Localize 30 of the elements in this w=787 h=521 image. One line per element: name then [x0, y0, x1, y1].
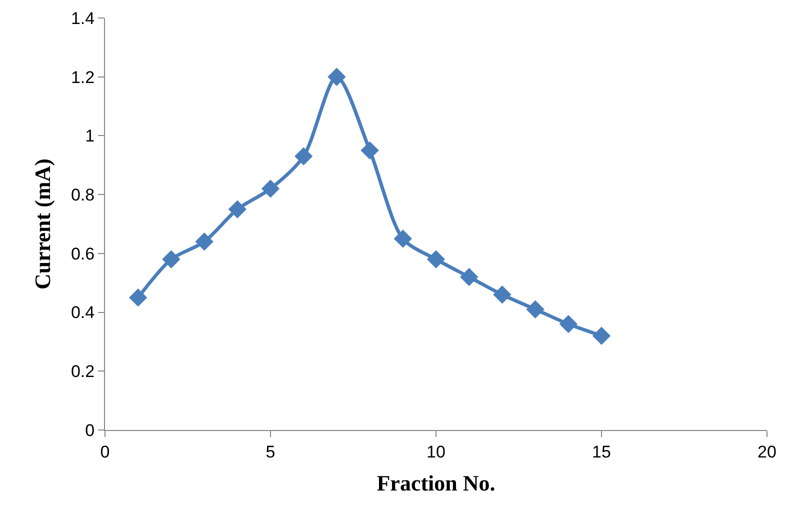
y-tick-label: 1: [85, 126, 95, 146]
y-tick-label: 0.8: [70, 186, 95, 205]
x-tick-label: 15: [592, 442, 611, 462]
y-tick-label: 0.6: [70, 244, 95, 264]
y-tick-label: 1.4: [70, 8, 95, 28]
y-tick-label: 0.4: [70, 303, 95, 322]
point: [162, 250, 180, 268]
point: [360, 141, 379, 160]
y-tick-label: 0.2: [70, 362, 95, 382]
point: [129, 288, 148, 307]
point: [493, 286, 512, 304]
x-tick-label: 0: [100, 442, 110, 462]
x-tick-label: 10: [426, 442, 446, 462]
point: [294, 147, 313, 166]
y-tick-label: 0: [85, 420, 95, 440]
x-axis-title: Fraction No.: [376, 470, 496, 496]
x-tick-label: 5: [266, 442, 276, 462]
point: [195, 232, 214, 251]
point: [526, 300, 544, 318]
point: [559, 314, 578, 334]
point: [426, 250, 446, 268]
y-tick-label: 1.2: [70, 68, 95, 87]
point: [592, 326, 611, 345]
point: [228, 200, 246, 218]
point: [394, 230, 412, 248]
point: [328, 68, 346, 86]
point: [261, 180, 280, 198]
point: [460, 268, 478, 286]
x-tick-label: 20: [758, 442, 776, 462]
y-axis-title: Current (mA): [30, 158, 55, 290]
